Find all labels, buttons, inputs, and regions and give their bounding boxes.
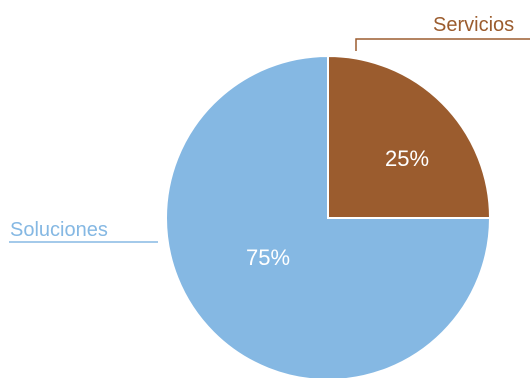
pie-slice-servicios (327, 54, 492, 219)
value-label-servicios: 25% (385, 146, 429, 171)
label-soluciones: Soluciones (10, 219, 108, 241)
callout-line-servicios (355, 38, 530, 51)
pie-slice-soluciones (165, 54, 492, 378)
label-servicios: Servicios (433, 14, 514, 36)
pie-slices (165, 54, 492, 378)
value-label-soluciones: 75% (246, 245, 290, 270)
